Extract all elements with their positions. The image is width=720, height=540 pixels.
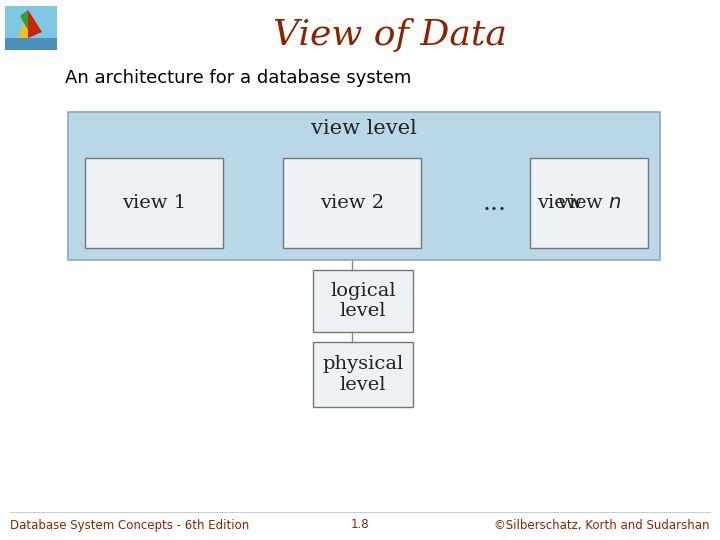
Text: An architecture for a database system: An architecture for a database system [65, 69, 411, 87]
Text: view: view [537, 194, 589, 212]
Text: ©Silberschatz, Korth and Sudarshan: ©Silberschatz, Korth and Sudarshan [495, 518, 710, 531]
Text: view 1: view 1 [122, 194, 186, 212]
Text: 1.8: 1.8 [351, 518, 369, 531]
FancyBboxPatch shape [313, 270, 413, 332]
FancyBboxPatch shape [530, 158, 648, 248]
Bar [5, 38, 57, 50]
FancyBboxPatch shape [85, 158, 223, 248]
Polygon shape [20, 10, 28, 30]
Text: Database System Concepts - 6th Edition: Database System Concepts - 6th Edition [10, 518, 249, 531]
Text: physical
level: physical level [323, 355, 404, 394]
Polygon shape [18, 10, 28, 38]
FancyBboxPatch shape [283, 158, 421, 248]
FancyBboxPatch shape [313, 342, 413, 407]
Text: view level: view level [311, 118, 417, 138]
Polygon shape [28, 10, 42, 38]
Text: view $n$: view $n$ [557, 194, 621, 212]
Text: ...: ... [483, 192, 507, 214]
Text: view 2: view 2 [320, 194, 384, 212]
Bar [5, 6, 57, 50]
Text: View of Data: View of Data [273, 18, 507, 52]
Text: logical
level: logical level [330, 281, 396, 320]
FancyBboxPatch shape [68, 112, 660, 260]
